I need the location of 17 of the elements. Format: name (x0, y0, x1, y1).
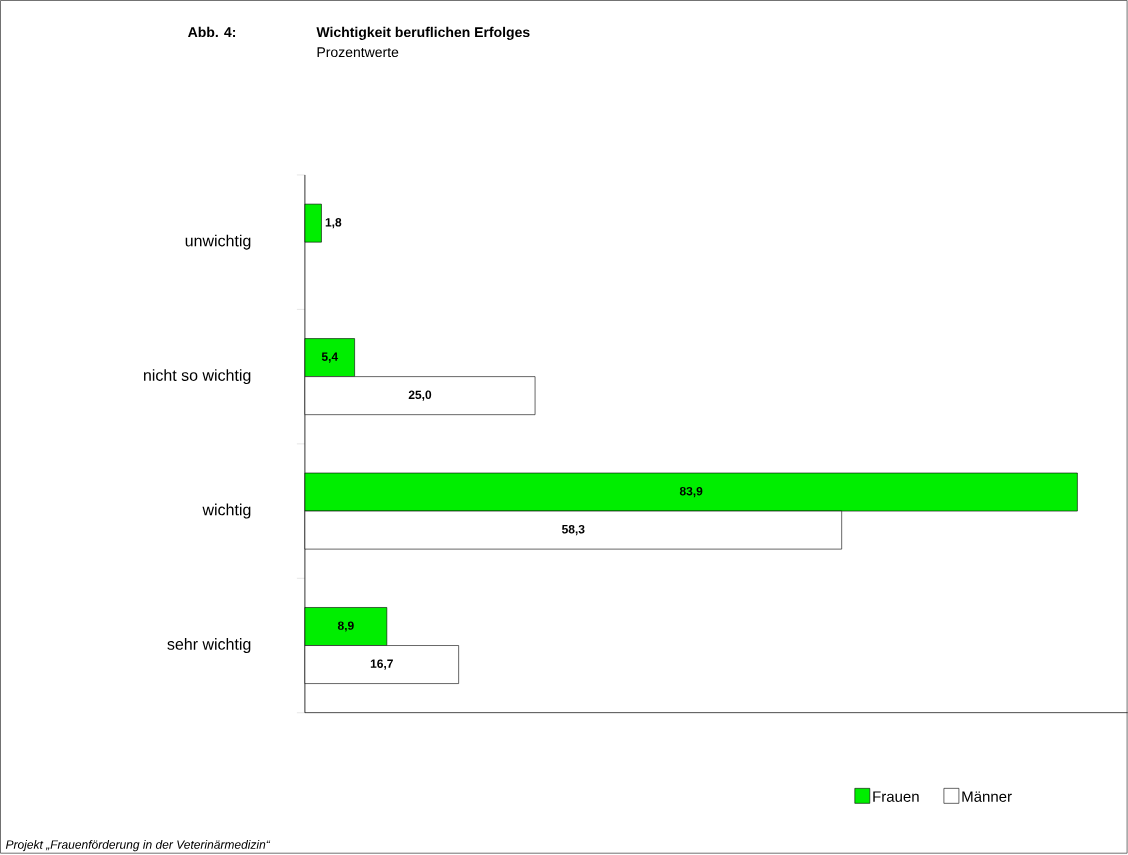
data-label: 58,3 (561, 525, 585, 536)
chart-subtitle: Prozentwerte (317, 47, 399, 58)
text: Projekt „Frauenförderung in der Veterinärmedizin“ (5, 840, 271, 852)
legend-label: Frauen (873, 791, 919, 803)
data-label: 83,9 (679, 487, 703, 498)
y-tick-label: unwichtig (185, 234, 251, 250)
data-label: 1,8 (325, 218, 342, 229)
y-tick-label: wichtig (202, 503, 251, 519)
data-label: 8,9 (337, 621, 354, 632)
data-label: 25,0 (408, 390, 432, 401)
caption: Abb. 4: (188, 27, 236, 38)
chart-title: Wichtigkeit beruflichen Erfolges (316, 27, 530, 41)
data-label: 16,7 (370, 659, 393, 670)
legend-label: Männer (962, 791, 1012, 803)
y-tick-label: nicht so wichtig (143, 369, 251, 385)
y-tick-label: sehr wichtig (167, 638, 251, 654)
data-label: 5,4 (321, 352, 339, 363)
